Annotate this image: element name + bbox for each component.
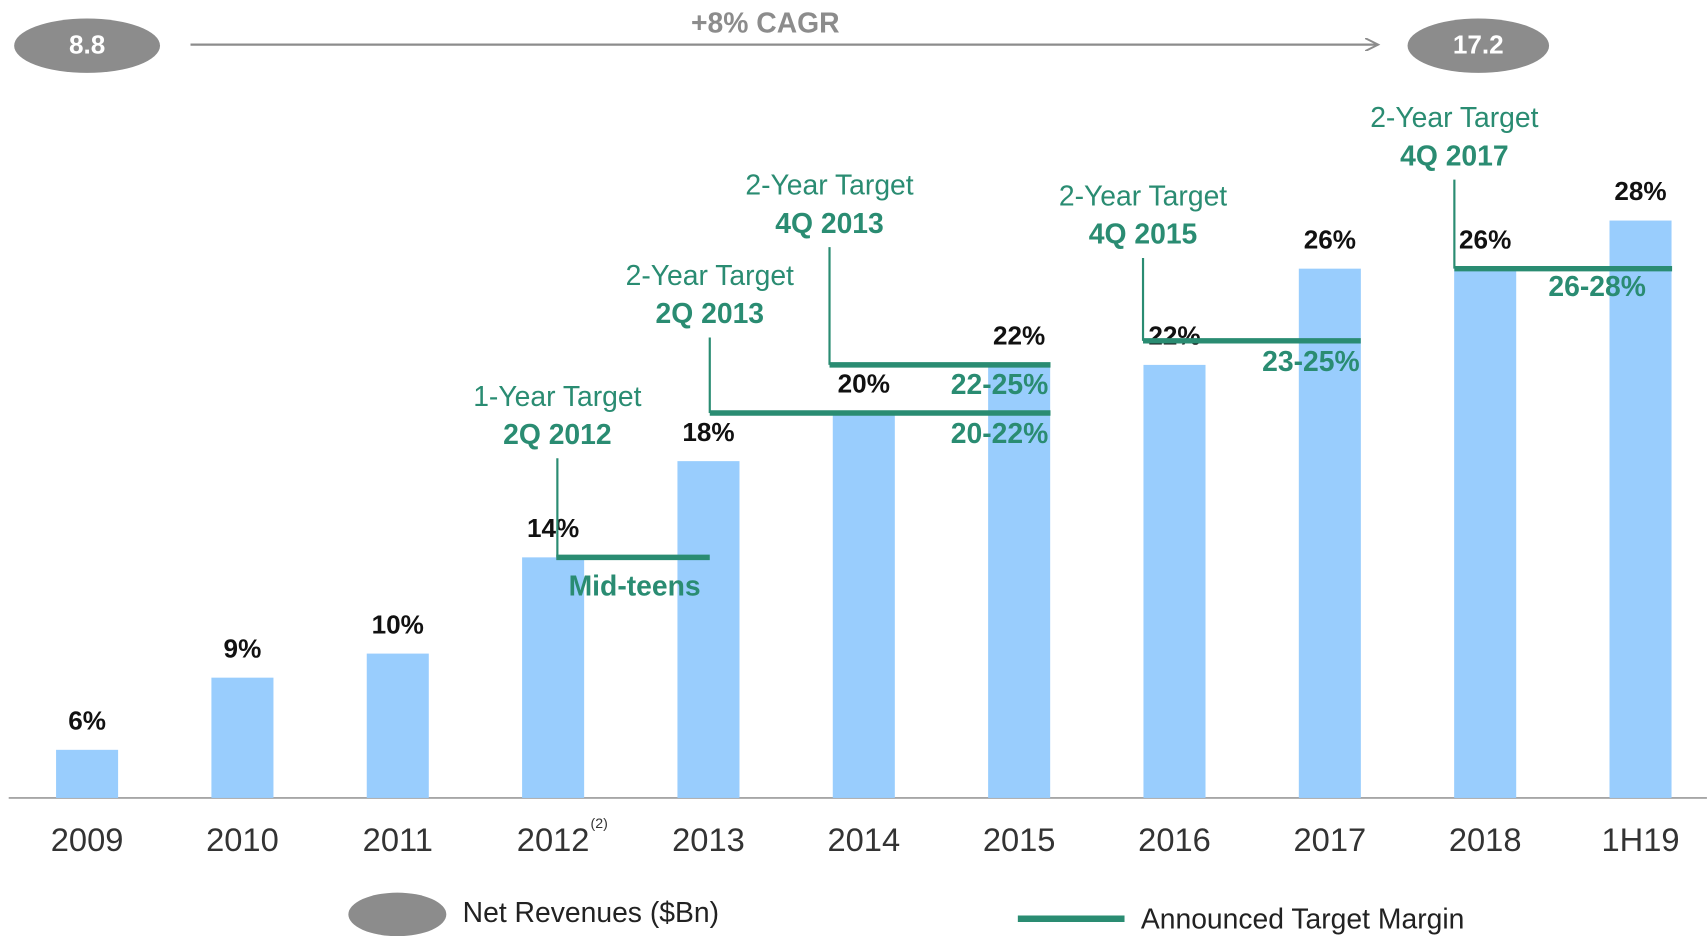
target-title: 1-Year Target [473, 380, 641, 412]
x-tick-label: 2014 [827, 821, 900, 858]
value-label: 6% [68, 706, 106, 736]
bar [988, 364, 1051, 798]
legend-label: Announced Target Margin [1141, 902, 1465, 934]
value-label: 26% [1459, 224, 1511, 254]
bar [677, 461, 740, 798]
target-period: 4Q 2015 [1089, 218, 1198, 250]
value-label: 9% [224, 633, 262, 663]
start-bubble [14, 18, 161, 73]
footnote-marker: (2) [591, 815, 608, 831]
value-label: 22% [1148, 321, 1200, 351]
end-bubble [1407, 18, 1550, 73]
bar [1609, 220, 1672, 798]
value-label: 18% [682, 417, 734, 447]
target-title: 2-Year Target [626, 259, 794, 291]
x-tick-label: 2012 [517, 821, 590, 858]
x-tick-label: 1H19 [1601, 821, 1679, 858]
bar [211, 677, 274, 798]
target-title: 2-Year Target [1059, 180, 1227, 212]
target-range: 26-28% [1548, 270, 1646, 302]
chart-body: +8% CAGR 8.8 17.2 Net Revenues ($Bn) Ann… [8, 7, 1707, 936]
value-label: 28% [1614, 176, 1666, 206]
value-label: 26% [1304, 224, 1356, 254]
x-tick-label: 2017 [1294, 821, 1367, 858]
x-tick-label: 2015 [983, 821, 1056, 858]
x-tick-label: 2013 [672, 821, 745, 858]
bar [1143, 364, 1206, 798]
target-period: 2Q 2012 [503, 418, 612, 450]
target-title: 2-Year Target [745, 169, 913, 201]
bar [522, 557, 585, 798]
target-period: 4Q 2017 [1400, 139, 1509, 171]
x-tick-label: 2016 [1138, 821, 1211, 858]
value-label: 22% [993, 321, 1045, 351]
bar [1298, 268, 1361, 798]
value-label: 20% [838, 369, 890, 399]
x-tick-label: 2011 [363, 821, 433, 858]
legend-bubble [348, 892, 447, 936]
x-tick-label: 2010 [206, 821, 279, 858]
bar [1454, 268, 1517, 798]
cagr-label: +8% CAGR [691, 7, 840, 39]
value-label: 10% [372, 609, 424, 639]
target-title: 2-Year Target [1370, 101, 1538, 133]
target-period: 2Q 2013 [655, 297, 764, 329]
x-tick-label: 2018 [1449, 821, 1522, 858]
target-range: 23-25% [1262, 345, 1360, 377]
bar [56, 749, 119, 798]
target-range: Mid-teens [569, 569, 701, 601]
end-value: 17.2 [1453, 30, 1504, 60]
x-tick-label: 2009 [51, 821, 124, 858]
bar [832, 413, 895, 798]
legend-label: Net Revenues ($Bn) [463, 896, 719, 928]
value-label: 14% [527, 513, 579, 543]
bar [366, 653, 429, 798]
target-range: 20-22% [951, 417, 1049, 449]
target-range: 22-25% [951, 368, 1049, 400]
target-period: 4Q 2013 [775, 207, 884, 239]
start-value: 8.8 [69, 30, 105, 60]
